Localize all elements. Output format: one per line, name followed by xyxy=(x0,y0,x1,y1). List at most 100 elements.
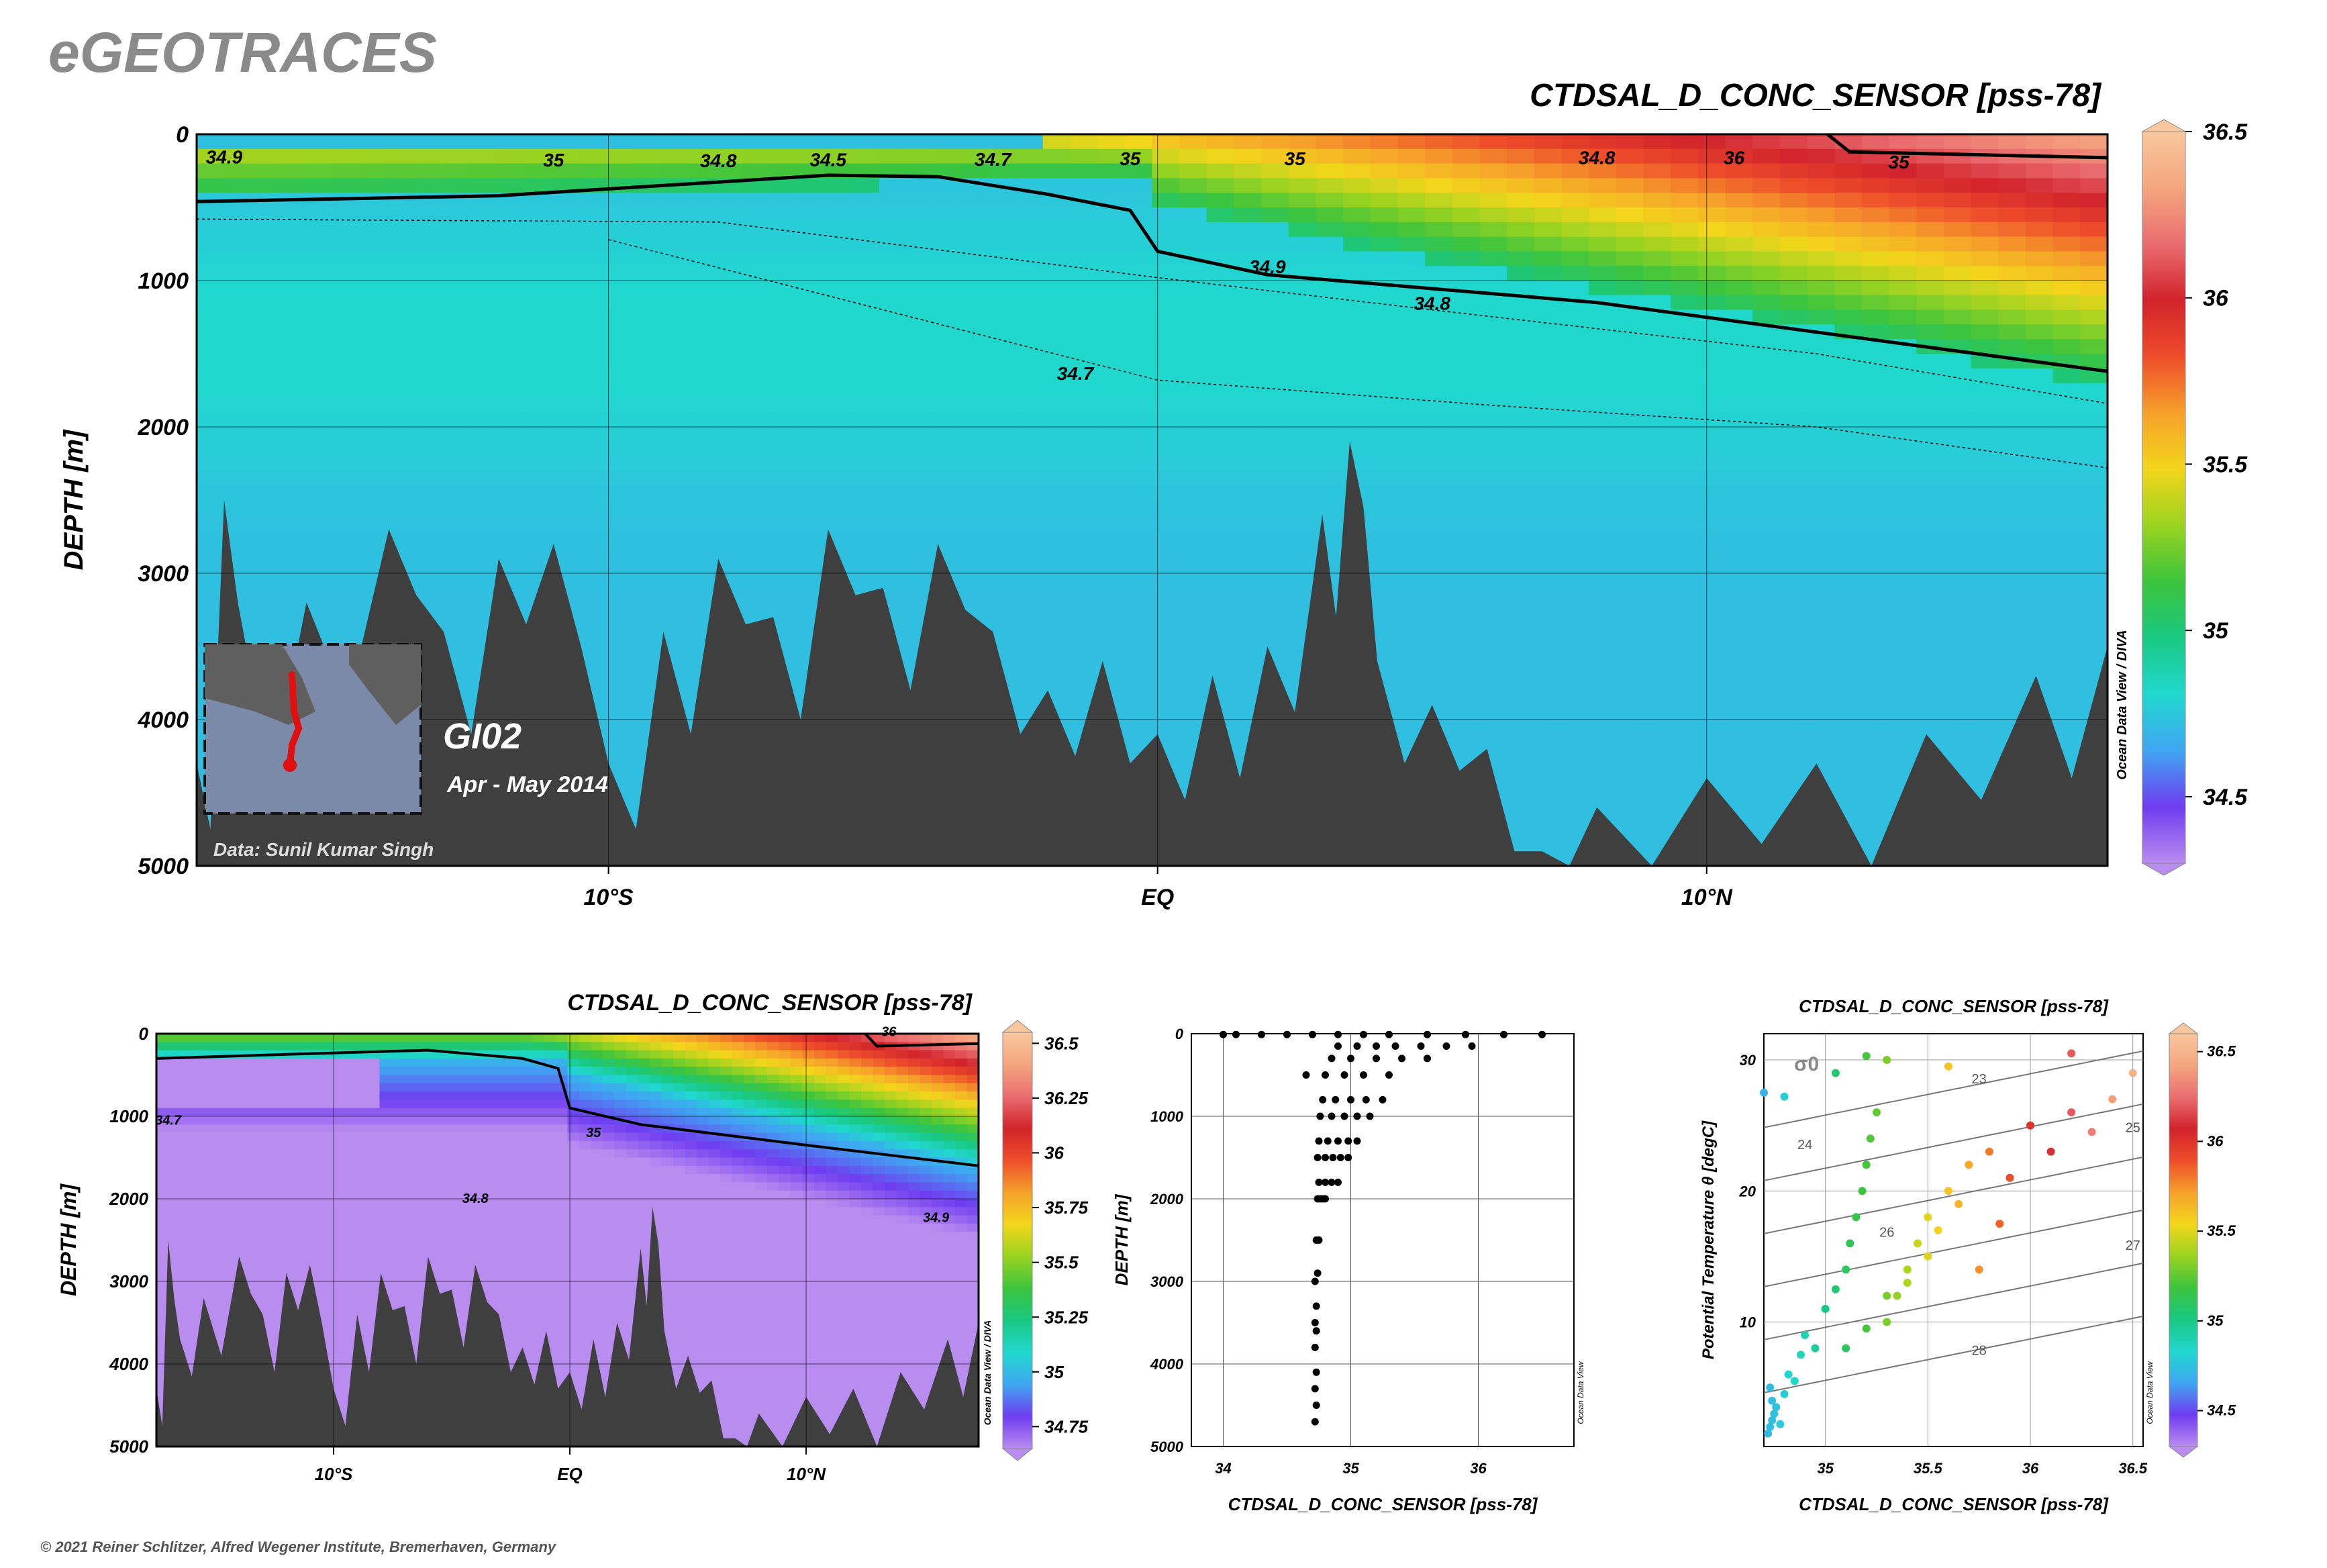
main-section-cell xyxy=(1561,324,1590,340)
main-section-cell xyxy=(1944,193,1972,208)
main-section-cell xyxy=(1097,339,1126,354)
main-section-cell xyxy=(879,456,907,472)
bottom-left-section-cell xyxy=(168,1215,181,1224)
main-section-cell xyxy=(1779,456,1808,472)
bottom-left-section-cell xyxy=(250,1232,263,1241)
inset-landmass xyxy=(205,644,315,725)
main-section-cell xyxy=(1889,178,1918,194)
main-section-cell xyxy=(1834,602,1863,618)
main-section-cell xyxy=(1616,163,1644,179)
main-section-cell xyxy=(1124,427,1153,442)
main-section-cell xyxy=(879,427,907,442)
main-section-cell xyxy=(934,295,962,311)
main-section-cell xyxy=(415,163,444,179)
main-section-cell xyxy=(1616,148,1644,164)
main-section-cell xyxy=(1070,309,1099,326)
main-section-cell xyxy=(1616,602,1644,618)
bottom-left-section-cell xyxy=(156,1174,169,1183)
main-section-cell xyxy=(2080,529,2108,545)
main-section-cell xyxy=(1070,251,1099,267)
bottom-left-section-cell xyxy=(321,1050,334,1059)
main-section-cell xyxy=(1479,163,1508,179)
main-section-cell xyxy=(224,178,252,194)
bottom-left-section-cell xyxy=(238,1182,251,1191)
main-section-cell xyxy=(1206,573,1235,589)
main-section-cell xyxy=(1671,251,1699,267)
main-section-cell xyxy=(797,354,826,369)
bottom-left-section-cell xyxy=(250,1034,263,1043)
main-section-cell xyxy=(2052,500,2081,516)
main-section-cell xyxy=(1016,427,1044,442)
main-section-cell xyxy=(879,251,907,267)
bottom-left-section-cell xyxy=(473,1174,486,1183)
main-section-cell xyxy=(1834,544,1863,560)
bottom-left-section-cell xyxy=(485,1257,498,1266)
main-section-cell xyxy=(1425,456,1453,472)
bottom-left-section-cell xyxy=(368,1124,381,1134)
main-section-cell xyxy=(660,251,689,267)
bottom-left-section-cell xyxy=(379,1265,392,1274)
bottom-left-section-cell xyxy=(191,1157,204,1167)
main-section-cell xyxy=(824,427,853,442)
bottom-left-section-cell xyxy=(473,1116,486,1126)
bottom-left-section-cell xyxy=(356,1265,368,1274)
main-section-cell xyxy=(606,529,634,545)
bottom-left-section-cell xyxy=(485,1108,498,1117)
main-section-cell xyxy=(852,222,880,238)
main-section-cell xyxy=(797,266,826,281)
main-section-cell xyxy=(1862,412,1890,428)
main-section-cell xyxy=(633,675,662,691)
main-section-ylabel: DEPTH [m] xyxy=(59,429,89,571)
main-contour-label: 34.9 xyxy=(206,147,243,168)
bottom-left-section-cell xyxy=(462,1075,475,1084)
main-section-cell xyxy=(1752,427,1781,442)
main-section-cell xyxy=(1261,207,1289,223)
main-section-cell xyxy=(224,134,252,150)
main-section-cell xyxy=(1343,222,1371,238)
bottom-left-section-cell xyxy=(309,1075,321,1084)
main-section-cell xyxy=(579,500,607,516)
bottom-left-section-cell xyxy=(403,1042,415,1051)
main-section-cell xyxy=(1042,354,1071,369)
main-section-cell xyxy=(1752,807,1781,823)
main-section-cell xyxy=(1889,573,1918,589)
main-section-cell xyxy=(1998,646,2026,662)
main-section-cell xyxy=(2080,514,2108,530)
main-section-cell xyxy=(1534,309,1563,326)
bottom-left-section-cell xyxy=(415,1075,428,1084)
bottom-left-section-cell xyxy=(168,1207,181,1216)
bottom-left-section-cell xyxy=(321,1322,334,1332)
main-section-cell xyxy=(1124,134,1153,150)
main-section-cell xyxy=(1179,602,1207,618)
main-section-cell xyxy=(1944,236,1972,252)
main-section-cell xyxy=(1862,632,1890,647)
bottom-left-section-cell xyxy=(156,1199,169,1208)
bottom-left-section-cell xyxy=(191,1273,204,1282)
main-section-cell xyxy=(2080,178,2108,194)
bottom-left-section-cell xyxy=(274,1116,287,1126)
main-section-cell xyxy=(1452,266,1481,281)
main-section-cell xyxy=(1862,309,1890,326)
bottom-left-section-cell xyxy=(203,1042,216,1051)
main-section-cell xyxy=(497,397,526,413)
bottom-left-section-cell xyxy=(368,1223,381,1233)
bottom-left-section-cell xyxy=(180,1248,193,1258)
main-section-cell xyxy=(2026,471,2054,487)
main-section-cell xyxy=(770,397,798,413)
main-section-cell xyxy=(1507,163,1535,179)
main-section-cell xyxy=(1998,412,2026,428)
main-section-cell xyxy=(1616,500,1644,516)
bottom-left-section-cell xyxy=(262,1067,275,1076)
main-section-cell xyxy=(770,354,798,369)
main-section-cell xyxy=(1288,236,1317,252)
main-section-cell xyxy=(770,193,798,208)
main-section-cell xyxy=(2052,397,2081,413)
main-section-cell xyxy=(1862,324,1890,340)
main-section-cell xyxy=(770,339,798,354)
main-section-cell xyxy=(1916,632,1944,647)
main-section-cell xyxy=(469,251,498,267)
main-section-cell xyxy=(1124,587,1153,603)
main-section-cell xyxy=(988,207,1017,223)
main-section-cell xyxy=(1425,587,1453,603)
main-section-cell xyxy=(960,251,989,267)
